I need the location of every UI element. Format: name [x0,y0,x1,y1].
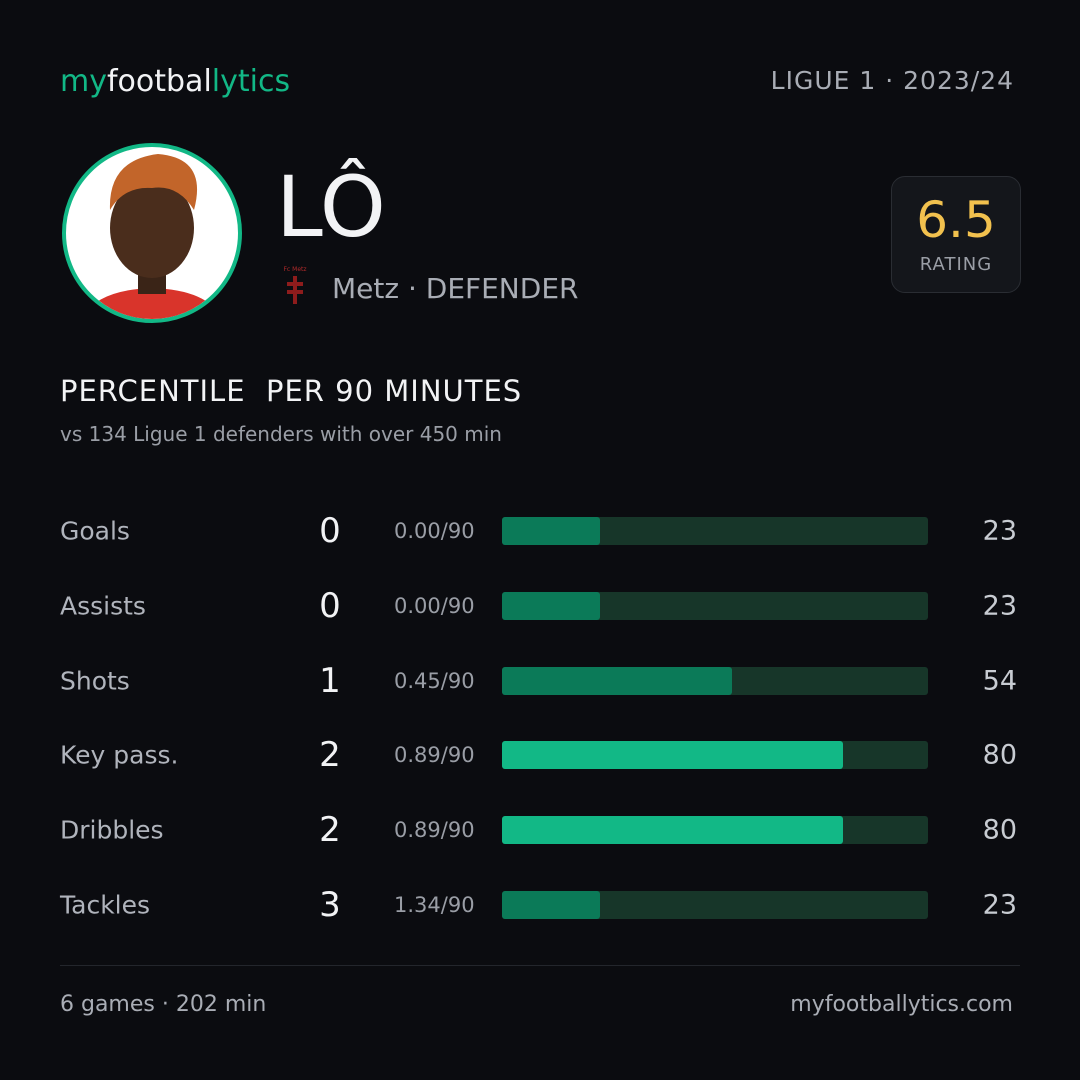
stat-count: 0 [319,585,341,626]
rating-value: 6.5 [916,191,996,249]
logo-part: my [60,64,107,99]
stat-label: Key pass. [60,740,179,770]
percentile-bar [502,891,600,919]
player-photo [62,143,242,323]
section-subtitle: vs 134 Ligue 1 defenders with over 450 m… [60,422,502,446]
logo-part: footbal [106,64,212,99]
stat-label: Tackles [60,890,151,920]
stat-percentile: 23 [982,889,1017,921]
stat-percentile: 23 [982,515,1017,547]
club-logo: Fc Metz [283,266,307,304]
stat-count: 1 [319,660,341,701]
stat-count: 2 [319,735,341,776]
bar-track [502,891,928,919]
rating-label: RATING [919,254,993,275]
section-title: PERCENTILE PER 90 MINUTES [60,374,522,408]
bar-track [502,591,928,620]
stat-count: 2 [319,810,341,851]
rating-box: 6.5 RATING [891,176,1021,293]
bar-track [502,666,928,695]
league: LIGUE 1 · 2023/24 [770,66,1014,95]
stat-label: Shots [60,666,130,696]
stat-label: Goals [60,516,130,546]
section-title-part: PERCENTILE [60,374,246,408]
stat-per90: 0.89/90 [394,743,475,768]
percentile-bar [502,741,843,770]
stat-per90: 0.89/90 [394,818,475,843]
logo: myfootballytics [60,64,290,99]
stat-per90: 1.34/90 [394,893,475,917]
player-name: LÔ [276,158,386,256]
percentile-bar [502,517,600,545]
stat-per90: 0.45/90 [394,668,475,693]
stat-percentile: 54 [982,665,1017,697]
stat-percentile: 23 [982,590,1017,622]
percentile-bar [502,591,600,620]
bar-track [502,517,928,545]
stat-label: Assists [60,591,146,621]
stat-percentile: 80 [982,814,1017,846]
divider [60,965,1020,966]
club-logo-text: Fc Metz [283,266,306,273]
bar-track [502,816,928,845]
subtitle-part: with over 450 min [319,422,502,446]
percentile-bar [502,816,843,845]
player-info: Metz · DEFENDER [332,272,579,305]
stat-label: Dribbles [60,815,164,845]
footer-games: 6 games · 202 min [60,992,267,1017]
stat-percentile: 80 [982,739,1017,771]
percentile-bar [502,666,733,695]
subtitle-part: vs 134 Ligue 1 defenders [60,422,314,446]
stat-count: 3 [319,885,341,925]
stat-count: 0 [319,511,341,551]
stat-per90: 0.00/90 [394,593,475,618]
section-title-part: PER 90 MINUTES [265,374,523,408]
logo-part: lytics [211,64,291,99]
stat-per90: 0.00/90 [394,519,475,543]
footer-site: myfootballytics.com [790,992,1013,1017]
bar-track [502,741,928,770]
